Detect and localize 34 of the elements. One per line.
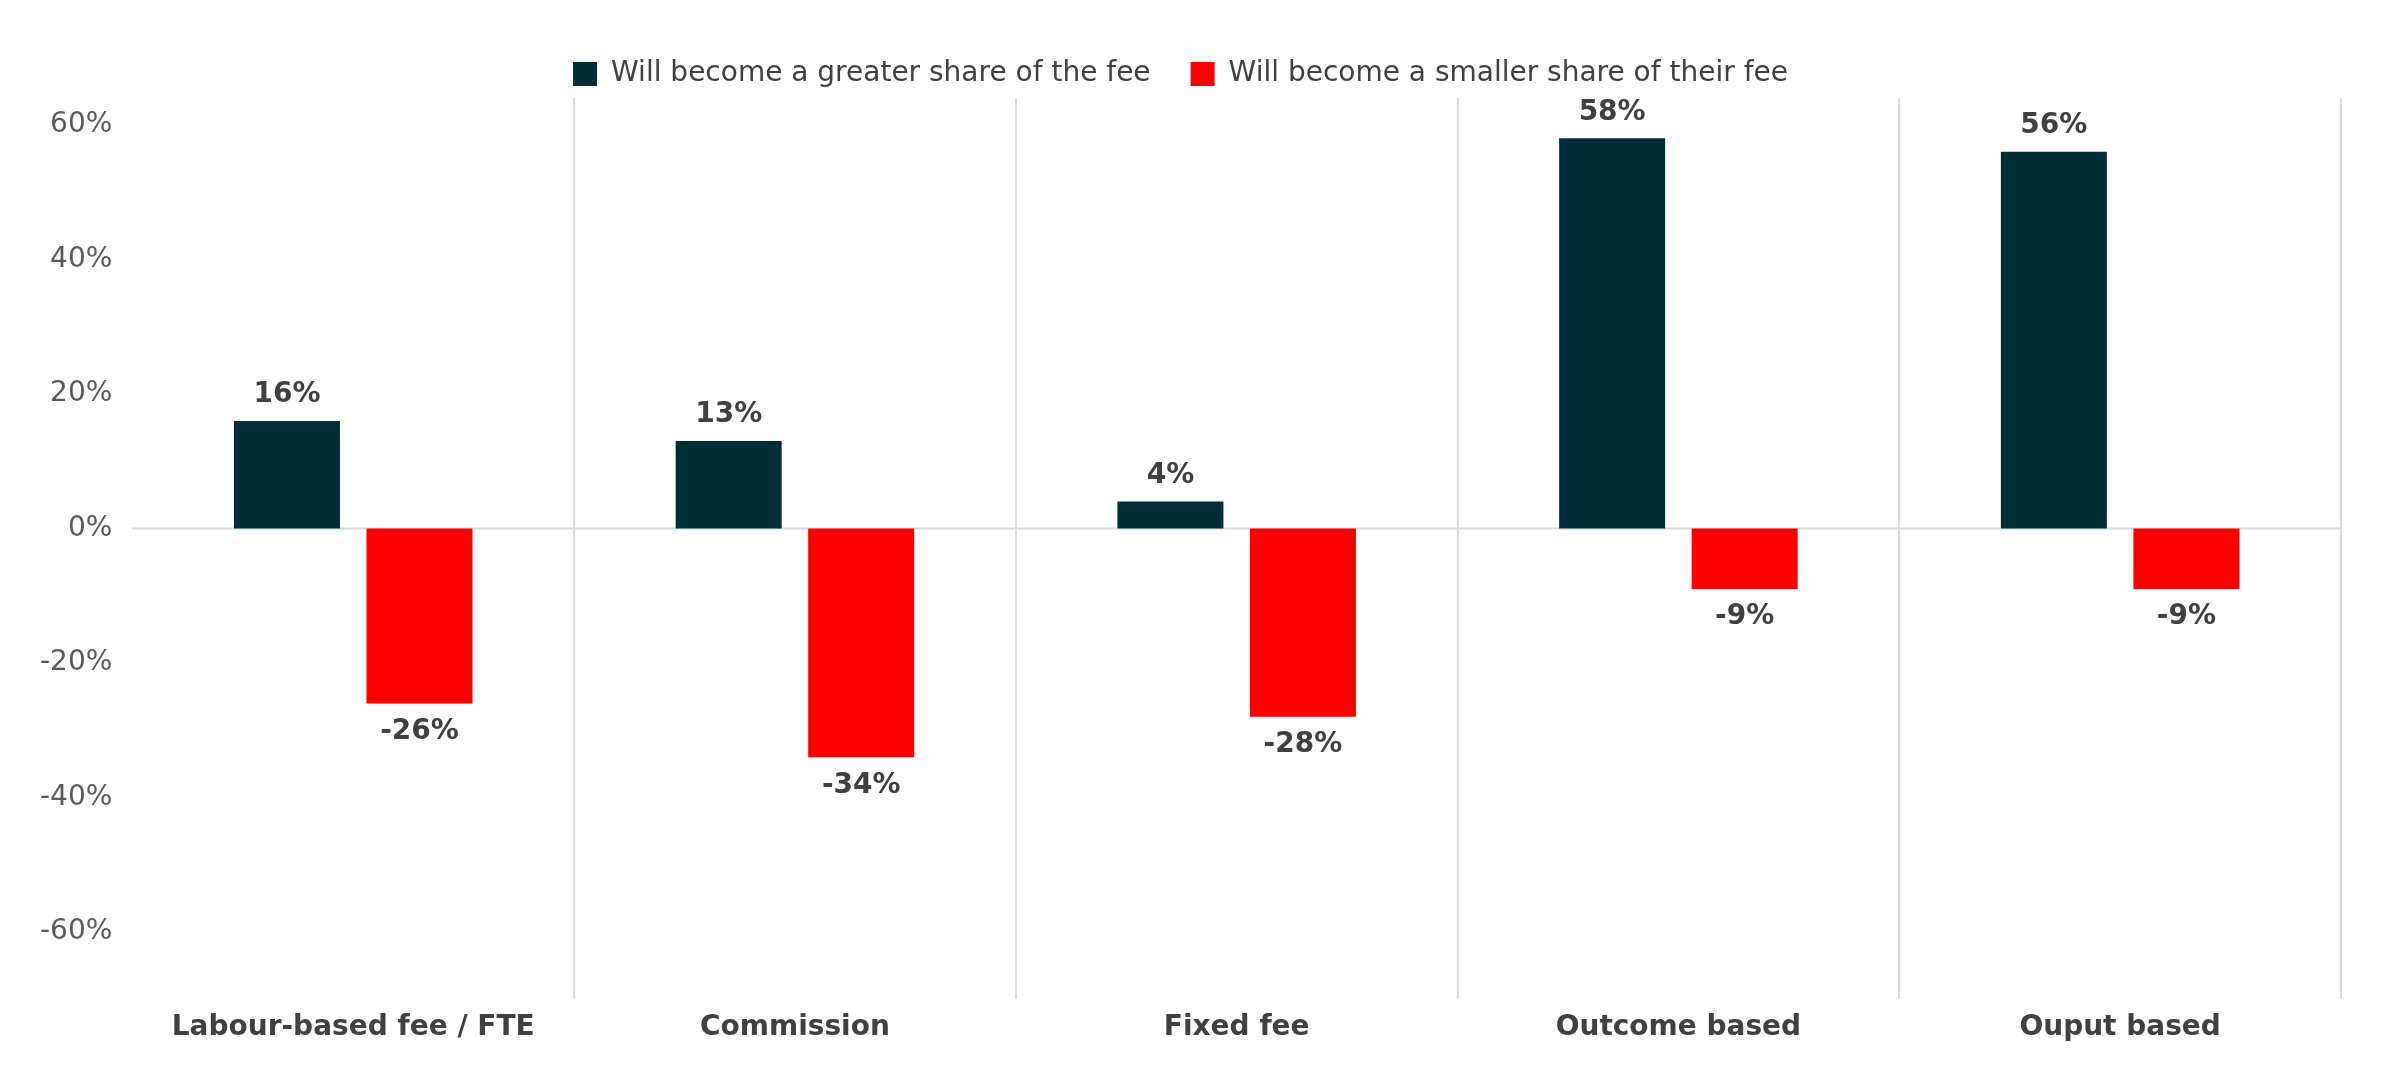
- data-label: 13%: [695, 396, 763, 430]
- y-tick-label: 40%: [50, 240, 113, 274]
- bar: [233, 420, 340, 529]
- bar: [1559, 138, 1666, 529]
- bar: [675, 441, 782, 529]
- bar: [2133, 528, 2240, 590]
- y-tick-label: 20%: [50, 375, 113, 409]
- x-tick-label: Fixed fee: [1163, 1009, 1310, 1043]
- x-tick-label: Outcome based: [1555, 1009, 1802, 1043]
- x-tick-label: Commission: [700, 1009, 890, 1043]
- y-tick-label: 0%: [67, 509, 113, 543]
- bar: [366, 528, 473, 704]
- y-tick-label: -60%: [39, 913, 113, 947]
- data-label: 16%: [253, 376, 321, 410]
- bar: [1249, 528, 1356, 717]
- y-tick-label: 60%: [50, 106, 113, 140]
- bar: [1691, 528, 1798, 590]
- y-tick-label: -40%: [39, 778, 113, 812]
- data-label: 4%: [1146, 456, 1195, 490]
- data-label: -9%: [1715, 598, 1775, 632]
- data-label: -34%: [821, 766, 901, 800]
- legend-label: Will become a smaller share of their fee: [1228, 55, 1788, 89]
- data-label: -28%: [1263, 726, 1343, 760]
- x-tick-label: Ouput based: [2019, 1009, 2221, 1043]
- x-tick-label: Labour-based fee / FTE: [171, 1009, 535, 1043]
- data-label: 58%: [1578, 93, 1646, 127]
- bar: [808, 528, 915, 758]
- data-label: -26%: [380, 712, 459, 746]
- legend-label: Will become a greater share of the fee: [611, 55, 1151, 89]
- data-label: 56%: [2020, 107, 2088, 141]
- data-label: -9%: [2156, 598, 2216, 632]
- bar: [2000, 151, 2107, 529]
- bar: [1117, 501, 1224, 529]
- y-tick-label: -20%: [39, 644, 113, 678]
